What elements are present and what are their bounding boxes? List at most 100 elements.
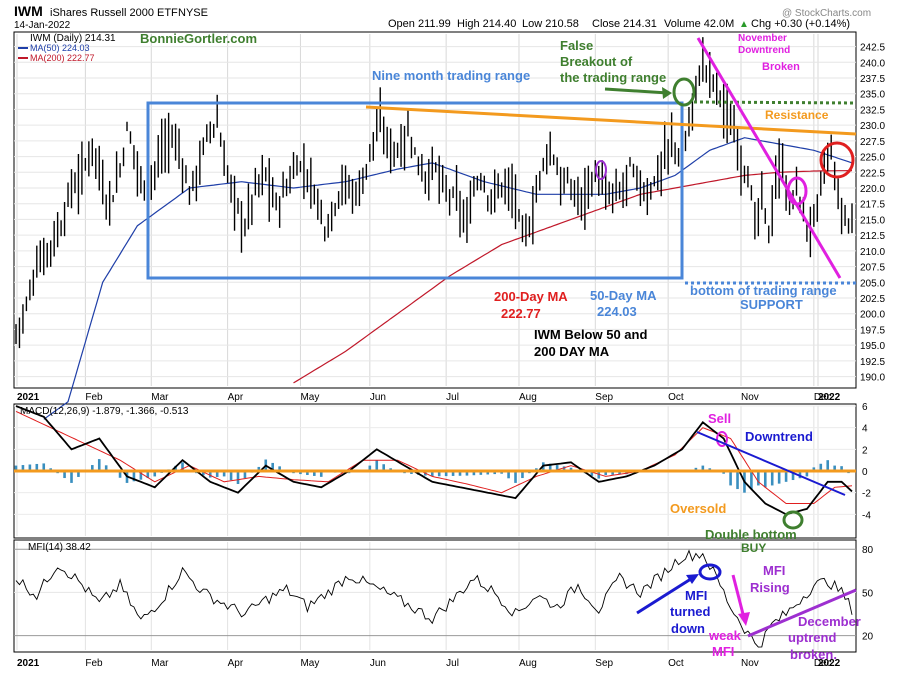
macd-histogram-bar — [444, 471, 448, 477]
month-label: Jul — [446, 658, 459, 669]
price-tick-label: 237.5 — [860, 74, 885, 85]
macd-histogram-bar — [763, 471, 767, 488]
mfi-uptrend-line — [747, 588, 857, 638]
macd-histogram-bar — [21, 465, 25, 471]
month-label: Nov — [741, 658, 759, 669]
macd-histogram-bar — [35, 463, 39, 471]
ma200-line — [293, 170, 852, 384]
dec-uptrend-line1: December — [798, 614, 861, 629]
macd-histogram-bar — [833, 465, 836, 471]
month-label: 2022 — [818, 658, 841, 669]
month-label: Mar — [151, 392, 169, 403]
month-label: Oct — [668, 392, 684, 403]
month-label: 2021 — [17, 658, 40, 669]
macd-histogram-bar — [625, 471, 628, 475]
price-tick-label: 230.0 — [860, 121, 885, 132]
month-label: Mar — [151, 658, 169, 669]
support-line2: SUPPORT — [740, 297, 803, 312]
macd-histogram-bar — [819, 463, 823, 471]
macd-histogram-bar — [208, 471, 212, 478]
price-tick-label: 205.0 — [860, 278, 885, 289]
macd-histogram-bar — [91, 465, 94, 471]
macd-histogram-bar — [271, 462, 274, 471]
november-downtrend-line — [696, 37, 842, 279]
price-tick-label: 190.0 — [860, 373, 885, 384]
double-bottom-circle — [782, 510, 804, 530]
month-label: Nov — [741, 392, 759, 403]
macd-histogram-bar — [694, 467, 698, 471]
mfi-line — [15, 549, 853, 648]
macd-histogram-bar — [784, 471, 788, 482]
macd-histogram-bar — [590, 471, 594, 476]
double-bottom-line1: Double bottom — [705, 527, 797, 542]
macd-histogram-bar — [507, 471, 510, 479]
dec-uptrend-line3: broken. — [790, 647, 837, 662]
mfi-turned-arrow — [636, 575, 695, 615]
macd-histogram-bar — [215, 471, 219, 477]
exchange: NYSE — [178, 7, 208, 19]
mfi-rising-line2: Rising — [750, 580, 790, 595]
false-breakout-line2: Breakout of — [560, 54, 633, 69]
price-tick-label: 195.0 — [860, 341, 885, 352]
month-label: Dec — [814, 392, 832, 403]
macd-histogram-bar — [146, 471, 150, 479]
macd-histogram-bar — [458, 471, 462, 476]
price-tick-label: 235.0 — [860, 90, 885, 101]
macd-histogram-bar — [202, 471, 205, 476]
macd-histogram-bar — [132, 471, 136, 482]
macd-downtrend-line — [696, 431, 846, 496]
macd-histogram-bar — [548, 463, 552, 471]
close-value: Close 214.31 — [592, 18, 657, 30]
month-label: Sep — [595, 658, 613, 669]
grid: 2021 2021 Feb Feb Mar Mar Apr Apr May May Jun Jun Ju… — [14, 34, 885, 669]
macd-histogram-bar — [479, 471, 483, 475]
price-tick-label: 227.5 — [860, 137, 885, 148]
price-tick-label: 212.5 — [860, 231, 885, 242]
macd-histogram-bar — [181, 462, 184, 471]
macd-histogram-bar — [555, 465, 559, 471]
ma50-legend: MA(50) 224.03 — [30, 43, 90, 53]
macd-tick-label: 0 — [862, 467, 868, 478]
price-tick-label: 215.0 — [860, 215, 885, 226]
macd-histogram-bar — [97, 459, 101, 471]
macd-histogram-bar — [42, 463, 46, 471]
macd-histogram-bar — [569, 467, 573, 471]
etf-name: iShares Russell 2000 ETF — [50, 7, 178, 19]
month-label: Oct — [668, 658, 684, 669]
price-panel — [13, 31, 857, 389]
month-label: Apr — [228, 658, 244, 669]
weak-mfi-line2: MFI — [712, 644, 734, 659]
below-ma-line2: 200 DAY MA — [534, 344, 610, 359]
price-tick-label: 217.5 — [860, 200, 885, 211]
macd-histogram-bar — [777, 471, 781, 484]
macd-histogram-bar — [229, 471, 233, 481]
month-label: Jun — [370, 658, 386, 669]
bonnie-gortler-label: BonnieGortler.com — [140, 31, 257, 46]
macd-histogram-bar — [826, 460, 830, 471]
macd-histogram-bar — [278, 466, 281, 471]
double-bottom-line2: BUY — [741, 541, 766, 555]
macd-histogram-bar — [430, 471, 434, 477]
macd-histogram-bar — [798, 471, 802, 479]
month-label: Aug — [519, 658, 537, 669]
month-label: 2022 — [818, 392, 841, 403]
macd-histogram-bar — [701, 465, 705, 471]
macd-histogram-bar — [611, 471, 614, 475]
ma50-label-line1: 50-Day MA — [590, 288, 657, 303]
price-tick-label: 220.0 — [860, 184, 885, 195]
watermark: @ StockCharts.com — [782, 8, 871, 19]
nov-downtrend-line2: Downtrend — [738, 45, 790, 56]
price-tick-label: 200.0 — [860, 310, 885, 321]
month-label: May — [300, 658, 319, 669]
price-tick-label: 240.0 — [860, 58, 885, 69]
macd-histogram-bar — [153, 471, 157, 477]
weak-mfi-line1: weak — [708, 628, 742, 643]
macd-histogram-bar — [472, 471, 476, 476]
high-value: High 214.40 — [457, 18, 516, 30]
ma50-label-line2: 224.03 — [597, 304, 637, 319]
macd-histogram-bar — [604, 471, 608, 476]
nov-downtrend-line3: Broken — [762, 61, 800, 73]
price-tick-label: 207.5 — [860, 263, 885, 274]
price-tick-label: 225.0 — [860, 153, 885, 164]
sell-label: Sell — [708, 411, 731, 426]
